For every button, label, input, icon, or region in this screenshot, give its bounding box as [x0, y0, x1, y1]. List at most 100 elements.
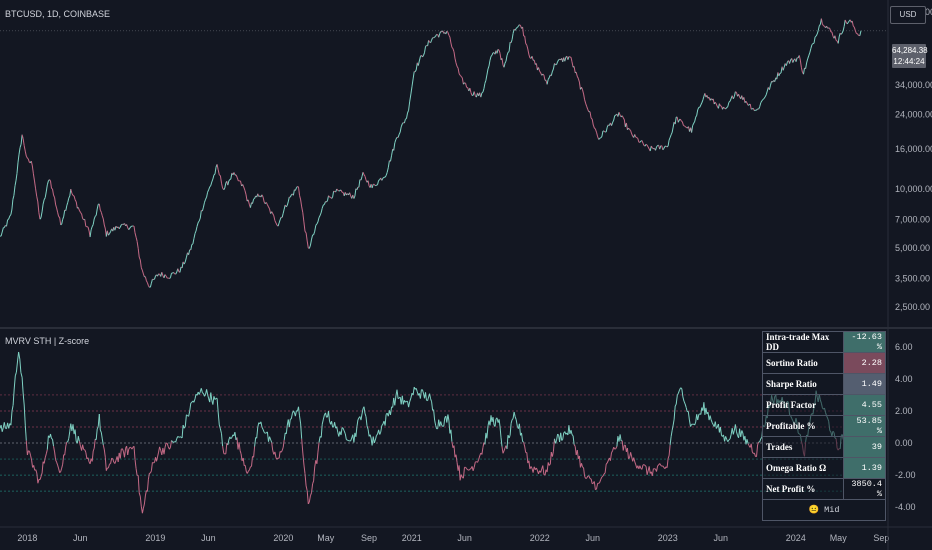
price-segment — [24, 151, 27, 157]
zscore-segment — [53, 446, 56, 453]
x-tick-label: 2021 — [402, 533, 422, 543]
zscore-segment — [757, 441, 760, 446]
zscore-segment — [207, 394, 210, 399]
zscore-segment — [172, 441, 174, 443]
zscore-segment — [72, 424, 75, 435]
zscore-segment — [750, 443, 753, 452]
price-segment — [277, 222, 280, 227]
price-segment — [446, 30, 449, 33]
zscore-segment — [641, 464, 644, 470]
price-segment — [504, 60, 507, 64]
price-segment — [356, 187, 359, 190]
zscore-segment — [322, 414, 325, 420]
zscore-segment — [30, 455, 33, 461]
price-segment — [806, 58, 809, 64]
price-segment — [269, 208, 272, 214]
price-segment — [581, 87, 583, 90]
price-segment — [782, 66, 785, 71]
zscore-segment — [672, 419, 675, 426]
price-segment — [519, 24, 521, 26]
zscore-segment — [694, 421, 697, 426]
price-segment — [147, 285, 150, 288]
price-segment — [58, 216, 61, 218]
x-tick-label: May — [317, 533, 335, 543]
zscore-segment — [334, 422, 337, 429]
price-segment — [857, 33, 859, 36]
price-segment — [679, 118, 682, 122]
price-segment — [541, 73, 544, 76]
zscore-segment — [57, 464, 60, 469]
zscore-segment — [50, 433, 52, 439]
price-segment — [228, 179, 231, 182]
price-segment — [816, 30, 819, 35]
zscore-segment — [135, 468, 138, 476]
zscore-segment — [103, 449, 106, 458]
price-segment — [460, 76, 463, 79]
price-segment — [505, 55, 508, 62]
zscore-segment — [242, 457, 245, 466]
price-segment — [384, 175, 387, 178]
zscore-segment — [85, 452, 88, 459]
x-tick-label: 2024 — [786, 533, 806, 543]
price-segment — [62, 216, 65, 220]
zscore-segment — [290, 413, 293, 419]
zscore-segment — [711, 422, 714, 425]
price-segment — [309, 239, 312, 246]
price-segment — [414, 69, 417, 72]
zscore-segment — [222, 446, 225, 454]
zscore-segment — [346, 438, 348, 441]
price-segment — [645, 143, 648, 146]
price-segment — [154, 275, 156, 280]
price-segment — [221, 182, 224, 189]
zscore-segment — [509, 423, 512, 436]
price-segment — [732, 96, 735, 100]
zscore-segment — [78, 441, 81, 447]
zscore-segment — [514, 416, 517, 420]
price-segment — [296, 186, 298, 189]
zscore-segment — [634, 461, 637, 465]
zscore-segment — [613, 446, 616, 450]
price-segment — [340, 189, 343, 193]
price-segment — [415, 62, 418, 70]
price-segment — [242, 184, 245, 188]
price-segment — [488, 60, 491, 67]
zscore-segment — [341, 427, 344, 429]
zscore-segment — [99, 429, 102, 433]
price-segment — [491, 52, 494, 56]
zscore-segment — [21, 377, 24, 393]
price-segment — [306, 240, 309, 249]
price-segment — [535, 63, 538, 71]
stats-value: 2.28 — [843, 352, 886, 374]
zscore-segment — [710, 419, 713, 423]
zscore-segment — [285, 425, 288, 434]
price-chart[interactable] — [0, 18, 862, 288]
zscore-segment — [626, 447, 629, 459]
currency-button[interactable]: USD — [890, 6, 926, 24]
zscore-segment — [645, 466, 648, 475]
price-segment — [0, 231, 3, 237]
zscore-segment — [100, 432, 103, 439]
price-segment — [99, 209, 102, 213]
price-segment — [550, 71, 553, 76]
price-segment — [611, 122, 614, 126]
price-segment — [13, 185, 16, 196]
x-tick-label: 2022 — [530, 533, 550, 543]
price-segment — [661, 145, 664, 150]
zscore-segment — [98, 413, 101, 431]
zscore-segment — [221, 433, 224, 447]
zscore-segment — [396, 389, 399, 399]
price-segment — [209, 185, 212, 188]
zscore-segment — [171, 440, 173, 443]
zscore-segment — [186, 414, 188, 417]
price-segment — [53, 194, 56, 198]
price-segment — [141, 270, 144, 275]
price-segment — [201, 207, 204, 212]
zscore-segment — [528, 460, 531, 470]
zscore-segment — [251, 456, 253, 467]
price-segment — [173, 272, 176, 275]
zscore-segment — [760, 437, 763, 439]
price-segment — [90, 226, 93, 231]
zscore-chart[interactable] — [0, 351, 862, 514]
price-segment — [266, 204, 269, 208]
